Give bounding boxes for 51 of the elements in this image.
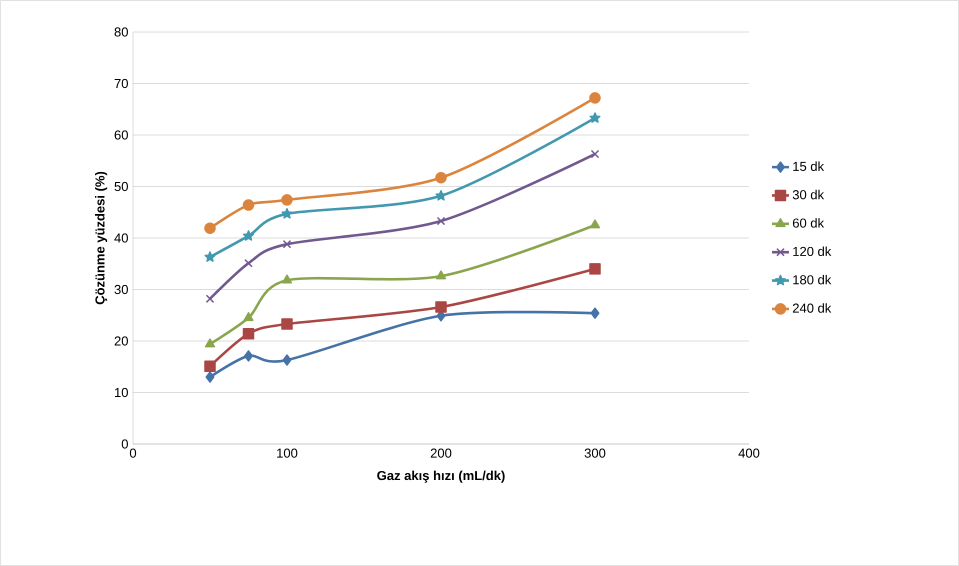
legend-label: 240 dk bbox=[792, 303, 832, 313]
legend-label: 15 dk bbox=[793, 161, 824, 171]
point bbox=[435, 301, 447, 313]
legend-label: 180 dk bbox=[793, 274, 832, 284]
point bbox=[436, 216, 446, 226]
point bbox=[590, 219, 600, 228]
point bbox=[590, 150, 600, 158]
point bbox=[242, 199, 254, 211]
point bbox=[589, 92, 601, 104]
point bbox=[242, 230, 254, 241]
y-tick-label: 30 bbox=[114, 284, 128, 294]
x-tick-label: 300 bbox=[584, 448, 606, 458]
point bbox=[589, 263, 601, 275]
y-tick-label: 70 bbox=[114, 78, 128, 88]
point bbox=[282, 354, 292, 366]
y-axis-title: Çözünme yüzdesi (%) bbox=[95, 172, 108, 304]
point bbox=[204, 222, 216, 234]
point bbox=[281, 194, 293, 206]
point bbox=[589, 112, 601, 123]
x-tick-label: 0 bbox=[130, 448, 136, 458]
y-tick-label: 60 bbox=[114, 130, 128, 140]
point bbox=[436, 270, 446, 280]
y-tick-label: 0 bbox=[122, 439, 128, 449]
point bbox=[281, 318, 293, 330]
x-tick-label: 400 bbox=[738, 448, 760, 458]
legend-label: 60 dk bbox=[792, 218, 824, 228]
legend-label: 120 dk bbox=[793, 246, 832, 256]
y-tick-label: 10 bbox=[114, 388, 128, 398]
y-tick-label: 20 bbox=[114, 336, 128, 346]
point bbox=[204, 338, 216, 348]
point bbox=[242, 328, 254, 340]
point bbox=[204, 251, 216, 262]
point bbox=[243, 312, 254, 322]
legend-label: 30 dk bbox=[792, 190, 824, 200]
point bbox=[281, 208, 293, 219]
y-tick-label: 80 bbox=[114, 27, 128, 37]
point bbox=[282, 274, 292, 284]
x-axis-title: Gaz akış hızı (mL/dk) bbox=[377, 470, 505, 483]
point bbox=[206, 294, 214, 304]
y-tick-label: 50 bbox=[114, 182, 128, 192]
y-tick-label: 40 bbox=[114, 233, 128, 243]
point bbox=[590, 307, 600, 319]
point bbox=[206, 371, 214, 383]
x-tick-label: 200 bbox=[430, 448, 452, 458]
point bbox=[204, 360, 216, 372]
point bbox=[244, 258, 253, 268]
x-tick-label: 100 bbox=[277, 448, 298, 458]
point bbox=[435, 190, 447, 201]
point bbox=[244, 350, 253, 362]
point bbox=[282, 240, 292, 248]
point bbox=[435, 172, 447, 184]
